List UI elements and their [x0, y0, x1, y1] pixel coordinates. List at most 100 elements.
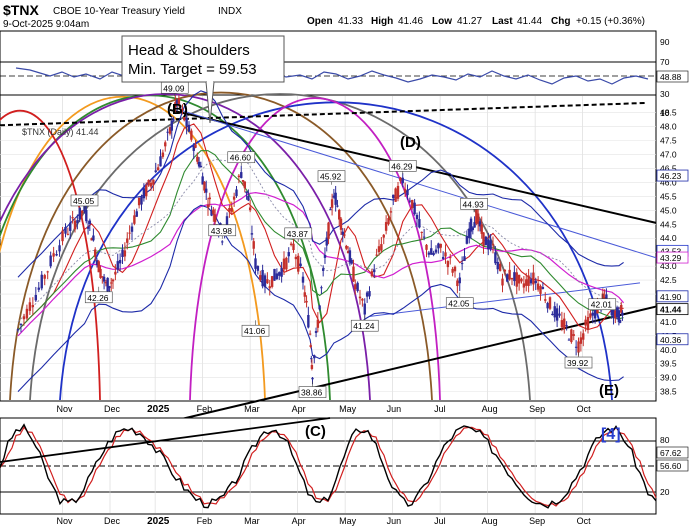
- price-label: 45.05: [73, 196, 95, 206]
- candle-body: [415, 214, 419, 220]
- candle-body: [248, 207, 252, 211]
- candle-body: [348, 250, 352, 263]
- candle-body: [128, 232, 131, 234]
- x-tick-label-bottom: Jun: [387, 516, 402, 526]
- candle-body: [480, 224, 483, 234]
- y-tick-label: 47.5: [660, 136, 677, 146]
- low-value: 41.27: [457, 16, 482, 27]
- candle-body: [185, 117, 188, 127]
- y-tick-label: 47.0: [660, 150, 677, 160]
- candle-body: [465, 235, 469, 244]
- candle-body: [121, 249, 124, 258]
- candle-body: [278, 272, 281, 276]
- candle-body: [601, 293, 605, 300]
- x-tick-label: 2025: [147, 404, 170, 415]
- low-label: Low: [432, 16, 452, 27]
- candle-body: [377, 246, 381, 253]
- price-candles: [16, 95, 624, 385]
- x-tick-label-bottom: Nov: [57, 516, 74, 526]
- symbol-label: $TNX: [3, 2, 39, 18]
- candle-body: [73, 220, 77, 230]
- candle-body: [230, 208, 233, 212]
- candle-body: [237, 175, 241, 178]
- wave-4-label: [4]: [601, 426, 621, 443]
- candle-body: [451, 268, 454, 273]
- candle-body: [468, 228, 471, 239]
- ma-dotted: [17, 158, 624, 323]
- candle-body: [299, 263, 302, 267]
- x-tick-label: Oct: [577, 404, 592, 414]
- candle-body: [297, 255, 300, 272]
- x-tick-label-bottom: Apr: [292, 516, 306, 526]
- stoch-tag-2: 56.60: [660, 461, 682, 471]
- candle-body: [43, 275, 46, 279]
- candle-body: [446, 261, 450, 268]
- hs-line2: Min. Target = 59.53: [128, 61, 257, 78]
- candle-body: [529, 279, 533, 284]
- candle-body: [343, 234, 346, 236]
- candle-body: [85, 209, 88, 222]
- candle-body: [114, 271, 117, 275]
- candle-body: [471, 227, 475, 231]
- candle-body: [170, 120, 173, 131]
- candle-body: [603, 297, 606, 299]
- y-tick-label: 42.5: [660, 275, 677, 285]
- candle-body: [123, 250, 127, 257]
- candle-body: [190, 130, 193, 140]
- price-label: 39.92: [567, 358, 589, 368]
- candle-body: [37, 287, 40, 290]
- price-label: 44.93: [463, 199, 485, 209]
- candle-body: [394, 188, 397, 202]
- x-tick-label-bottom: Feb: [197, 516, 213, 526]
- candle-body: [503, 269, 507, 272]
- candle-body: [71, 217, 74, 219]
- candle-body: [280, 267, 283, 277]
- candle-body: [501, 278, 504, 286]
- candle-body: [147, 180, 150, 186]
- y-tick-label: 46.0: [660, 177, 677, 187]
- candle-body: [363, 303, 366, 315]
- stoch-tag-1: 67.62: [660, 448, 682, 458]
- right-tag-label: 43.53: [660, 246, 682, 256]
- svg-text:30: 30: [660, 89, 670, 99]
- candle-body: [396, 185, 400, 199]
- candle-body: [250, 233, 254, 235]
- candle-body: [341, 231, 344, 235]
- candle-body: [101, 276, 104, 278]
- candle-body: [213, 214, 217, 222]
- candle-body: [183, 116, 186, 121]
- candle-body: [311, 377, 314, 380]
- cycle-arc: [0, 110, 101, 401]
- candle-body: [247, 195, 250, 201]
- y-tick-label: 39.5: [660, 359, 677, 369]
- candle-body: [80, 210, 84, 214]
- x-tick-label: Feb: [197, 404, 213, 414]
- candle-body: [496, 261, 499, 270]
- candle-body: [25, 308, 29, 319]
- candle-body: [373, 269, 376, 273]
- y-tick-label: 40.0: [660, 345, 677, 355]
- candle-body: [345, 245, 348, 249]
- series-label: $TNX (Daily) 41.44: [22, 127, 99, 137]
- candle-body: [270, 276, 274, 287]
- right-tag-box: [656, 251, 689, 264]
- candle-body: [527, 275, 530, 286]
- candle-body: [361, 298, 364, 301]
- price-label: 38.86: [301, 388, 323, 398]
- candle-body: [314, 331, 318, 333]
- candle-body: [565, 325, 568, 327]
- candle-body: [334, 192, 337, 205]
- svg-text:70: 70: [660, 57, 670, 67]
- candle-body: [539, 285, 542, 294]
- candle-body: [329, 209, 332, 211]
- cycle-arc: [189, 97, 441, 401]
- candle-body: [259, 275, 262, 280]
- candle-body: [187, 124, 191, 132]
- candle-body: [212, 209, 215, 214]
- candle-body: [439, 243, 442, 248]
- candle-body: [308, 333, 312, 335]
- candle-body: [318, 305, 321, 310]
- candle-body: [49, 255, 52, 267]
- candle-body: [268, 286, 271, 289]
